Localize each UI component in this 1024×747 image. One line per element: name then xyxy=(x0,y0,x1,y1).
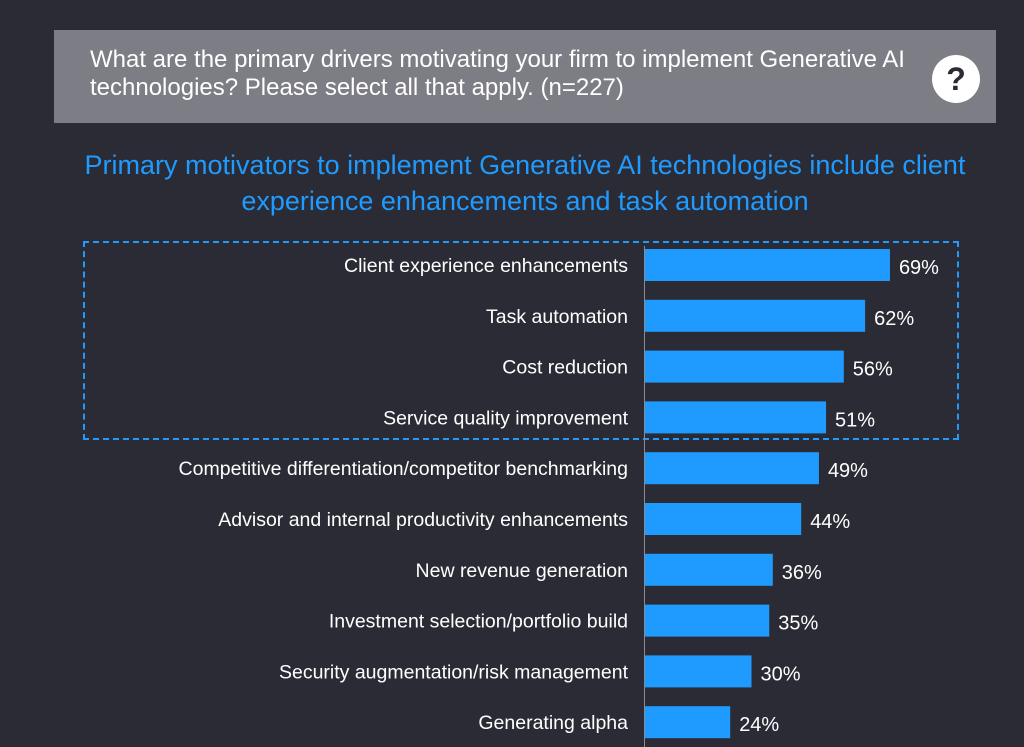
value-label: 24% xyxy=(739,714,779,736)
question-mark-circle-icon[interactable]: ? xyxy=(932,55,980,103)
category-label: Security augmentation/risk management xyxy=(279,661,629,683)
value-label: 49% xyxy=(828,460,868,482)
bar xyxy=(645,350,844,383)
bar xyxy=(645,604,770,637)
category-label: Competitive differentiation/competitor b… xyxy=(179,458,628,480)
category-label: Task automation xyxy=(486,306,628,328)
value-label: 30% xyxy=(761,663,801,685)
value-label: 35% xyxy=(778,613,818,635)
category-label: Client experience enhancements xyxy=(344,255,628,277)
bar xyxy=(645,553,773,586)
category-label: Advisor and internal productivity enhanc… xyxy=(218,509,628,531)
value-label: 62% xyxy=(874,308,914,330)
category-label: New revenue generation xyxy=(416,560,628,582)
bar xyxy=(645,655,752,688)
bar xyxy=(645,299,866,332)
category-label: Generating alpha xyxy=(478,712,628,734)
category-label: Cost reduction xyxy=(502,357,628,379)
category-label: Service quality improvement xyxy=(383,407,629,429)
bar xyxy=(645,452,819,485)
bar xyxy=(645,706,731,739)
value-label: 44% xyxy=(810,511,850,533)
category-label: Investment selection/portfolio build xyxy=(329,611,628,633)
value-label: 56% xyxy=(853,359,893,381)
chart-headline: Primary motivators to implement Generati… xyxy=(84,150,966,216)
bar xyxy=(645,401,827,434)
value-label: 69% xyxy=(899,257,939,279)
value-label: 36% xyxy=(782,562,822,584)
value-label: 51% xyxy=(835,409,875,431)
survey-question: What are the primary drivers motivating … xyxy=(90,46,905,101)
highlight-box xyxy=(83,241,959,440)
bar xyxy=(645,503,802,535)
question-box: What are the primary drivers motivating … xyxy=(54,30,996,123)
bar xyxy=(645,249,890,281)
